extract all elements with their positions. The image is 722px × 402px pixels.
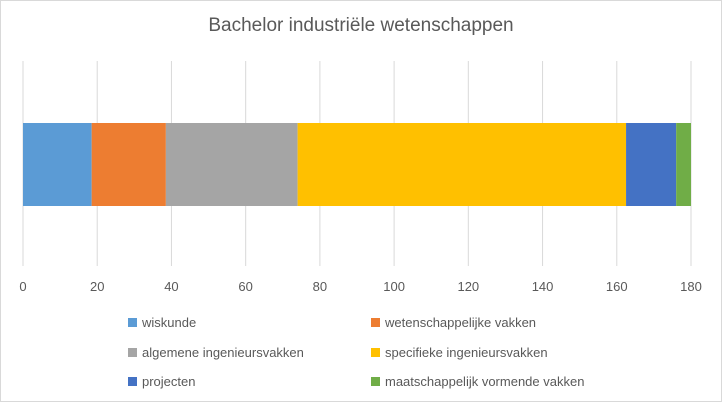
legend-label: maatschappelijk vormende vakken [385, 374, 585, 389]
x-tick-label: 140 [532, 279, 554, 294]
legend-label: specifieke ingenieursvakken [385, 345, 548, 360]
x-tick-label: 20 [90, 279, 104, 294]
legend-swatch [371, 377, 380, 386]
legend-item: wetenschappelijke vakken [371, 315, 536, 330]
x-tick-label: 180 [680, 279, 702, 294]
legend-item: projecten [128, 374, 195, 389]
x-tick-label: 160 [606, 279, 628, 294]
legend-label: wiskunde [142, 315, 197, 330]
x-tick-label: 40 [164, 279, 178, 294]
x-tick-label: 100 [383, 279, 405, 294]
legend-item: wiskunde [128, 315, 196, 330]
bar-segment-projecten [626, 123, 677, 206]
bar-segment-algemene-ingenieursvakken [165, 123, 298, 206]
legend-swatch [128, 318, 137, 327]
legend-label: projecten [142, 374, 196, 389]
bar-segment-wetenschappelijke-vakken [91, 123, 166, 206]
bar-segment-maatschappelijk-vormende-vakken [676, 123, 691, 206]
legend-swatch [128, 377, 137, 386]
legend-swatch [371, 318, 380, 327]
chart-title: Bachelor industriële wetenschappen [208, 15, 514, 36]
legend-label: algemene ingenieursvakken [142, 345, 304, 360]
legend-swatch [128, 348, 137, 357]
legend-item: maatschappelijk vormende vakken [371, 374, 584, 389]
x-tick-label: 120 [457, 279, 479, 294]
x-tick-label: 60 [238, 279, 252, 294]
legend-item: algemene ingenieursvakken [128, 345, 304, 360]
bar-segment-specifieke-ingenieursvakken [297, 123, 627, 206]
legend-label: wetenschappelijke vakken [385, 315, 537, 330]
bar-segment-wiskunde [23, 123, 92, 206]
legend-swatch [371, 348, 380, 357]
x-tick-label: 0 [19, 279, 26, 294]
x-tick-label: 80 [313, 279, 327, 294]
legend-item: specifieke ingenieursvakken [371, 345, 548, 360]
